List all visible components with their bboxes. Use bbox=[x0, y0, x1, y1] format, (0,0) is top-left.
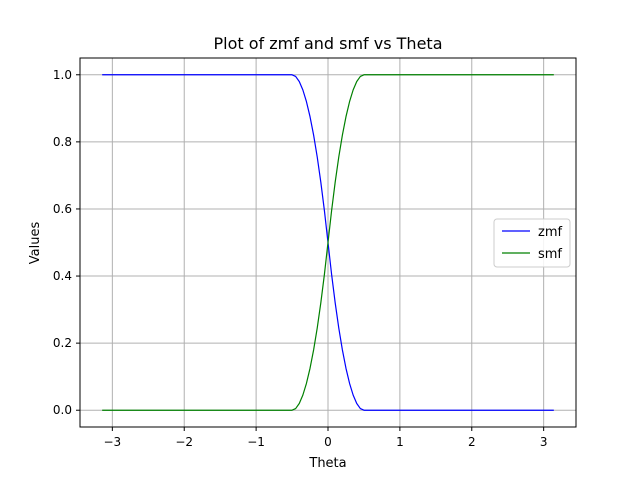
ticks: −3 −2 −1 0 1 2 3 0.0 0.2 0.4 0.6 0.8 1.0 bbox=[53, 68, 548, 449]
x-tick-label: 0 bbox=[324, 435, 332, 449]
legend-label-zmf: zmf bbox=[538, 225, 562, 240]
x-axis-label: Theta bbox=[308, 456, 346, 471]
legend-label-smf: smf bbox=[538, 247, 562, 262]
x-tick-label: −2 bbox=[175, 435, 193, 449]
x-tick-label: 1 bbox=[396, 435, 404, 449]
x-tick-label: 2 bbox=[468, 435, 476, 449]
y-tick-label: 0.6 bbox=[53, 202, 72, 216]
x-tick-label: −3 bbox=[103, 435, 121, 449]
series-layer bbox=[102, 74, 554, 411]
y-axis-label: Values bbox=[28, 222, 43, 265]
chart-title: Plot of zmf and smf vs Theta bbox=[213, 34, 442, 53]
x-tick-label: 3 bbox=[540, 435, 548, 449]
y-tick-label: 0.8 bbox=[53, 135, 72, 149]
y-tick-label: 0.0 bbox=[53, 403, 72, 417]
y-tick-label: 0.4 bbox=[53, 269, 72, 283]
y-tick-label: 1.0 bbox=[53, 68, 72, 82]
series-line-smf bbox=[102, 74, 554, 411]
x-tick-label: −1 bbox=[247, 435, 265, 449]
y-tick-label: 0.2 bbox=[53, 336, 72, 350]
legend: zmf smf bbox=[493, 218, 571, 268]
